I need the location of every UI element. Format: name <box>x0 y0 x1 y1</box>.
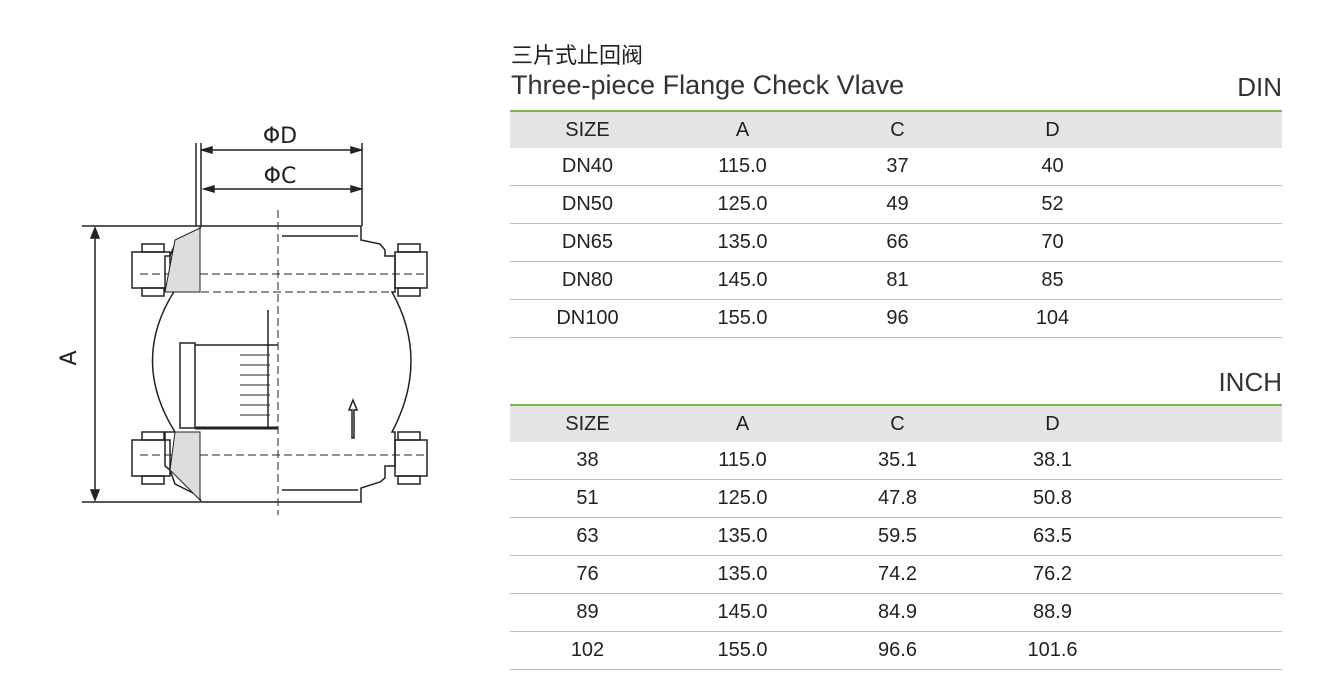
din-table: SIZE A C D DN40 115.0 37 40 DN50 125.0 49 52 DN6… <box>510 110 1282 338</box>
label-inner-diameter: ΦC <box>264 164 297 189</box>
table-cell: 70 <box>1041 231 1064 253</box>
table-cell: 76.2 <box>1033 563 1072 585</box>
column-header: D <box>1045 412 1060 435</box>
table-cell: DN80 <box>561 269 614 291</box>
table-cell: 125.0 <box>717 487 768 509</box>
table-cell: 63 <box>576 525 599 547</box>
table-cell: 101.6 <box>1027 639 1078 661</box>
table-cell: 155.0 <box>717 307 768 329</box>
table-row: DN50 125.0 49 52 <box>510 186 1282 224</box>
table-row: 76 135.0 74.2 76.2 <box>510 556 1282 594</box>
table-row: DN40 115.0 37 40 <box>510 148 1282 186</box>
table-cell: 115.0 <box>718 155 767 177</box>
table-cell: 135.0 <box>717 231 768 253</box>
table-cell: 145.0 <box>717 601 768 623</box>
table-cell: 66 <box>886 231 909 253</box>
table-cell: 76 <box>576 563 599 585</box>
column-header: A <box>735 412 750 435</box>
column-header: C <box>890 118 905 141</box>
table-cell: 59.5 <box>878 525 917 547</box>
table-cell: 88.9 <box>1033 601 1072 623</box>
table-cell: 38 <box>576 449 599 471</box>
table-header: SIZE A C D <box>510 404 1282 442</box>
table-cell: DN40 <box>561 155 614 177</box>
column-header: SIZE <box>565 412 610 435</box>
table-cell: 135.0 <box>717 525 768 547</box>
table-cell: 155.0 <box>717 639 768 661</box>
label-length: A <box>57 350 82 365</box>
table-cell: DN50 <box>561 193 614 215</box>
table-cell: DN65 <box>561 231 614 253</box>
table-cell: 81 <box>886 269 909 291</box>
din-label: DIN <box>1237 72 1282 102</box>
table-cell: 104 <box>1035 307 1070 329</box>
table-cell: 89 <box>576 601 599 623</box>
table-header: SIZE A C D <box>510 110 1282 148</box>
table-cell: 47.8 <box>878 487 917 509</box>
table-row: DN100 155.0 96 104 <box>510 300 1282 338</box>
table-cell: 40 <box>1041 155 1064 177</box>
table-cell: 84.9 <box>878 601 917 623</box>
table-cell: 135.0 <box>717 563 768 585</box>
table-cell: 38.1 <box>1033 449 1072 471</box>
column-header: C <box>890 412 905 435</box>
column-header: D <box>1045 118 1060 141</box>
table-row: 38 115.0 35.1 38.1 <box>510 442 1282 480</box>
inch-label: INCH <box>1218 367 1282 397</box>
table-cell: DN100 <box>556 307 619 329</box>
table-row: 89 145.0 84.9 88.9 <box>510 594 1282 632</box>
table-cell: 37 <box>886 155 909 177</box>
title-english: Three-piece Flange Check Vlave <box>511 70 905 100</box>
table-cell: 145.0 <box>717 269 768 291</box>
table-cell: 115.0 <box>718 449 767 471</box>
label-outer-diameter: ΦD <box>263 124 297 149</box>
valve-drawing: ΦD ΦC A <box>57 124 428 515</box>
table-row: 102 155.0 96.6 101.6 <box>510 632 1282 670</box>
table-cell: 96 <box>886 307 909 329</box>
column-header: A <box>735 118 750 141</box>
table-cell: 51 <box>576 487 599 509</box>
table-row: 51 125.0 47.8 50.8 <box>510 480 1282 518</box>
table-row: DN65 135.0 66 70 <box>510 224 1282 262</box>
table-cell: 63.5 <box>1033 525 1072 547</box>
table-cell: 49 <box>886 193 909 215</box>
table-cell: 35.1 <box>878 449 917 471</box>
table-row: DN80 145.0 81 85 <box>510 262 1282 300</box>
title-chinese: 三片式止回阀 <box>511 44 644 69</box>
column-header: SIZE <box>565 118 610 141</box>
inch-table: SIZE A C D 38 115.0 35.1 38.1 51 125.0 47.8 50.… <box>510 404 1282 670</box>
table-cell: 125.0 <box>717 193 768 215</box>
table-cell: 52 <box>1041 193 1064 215</box>
table-cell: 96.6 <box>878 639 917 661</box>
table-cell: 74.2 <box>878 563 917 585</box>
table-cell: 85 <box>1041 269 1064 291</box>
table-cell: 50.8 <box>1033 487 1072 509</box>
table-cell: 102 <box>570 639 605 661</box>
table-row: 63 135.0 59.5 63.5 <box>510 518 1282 556</box>
